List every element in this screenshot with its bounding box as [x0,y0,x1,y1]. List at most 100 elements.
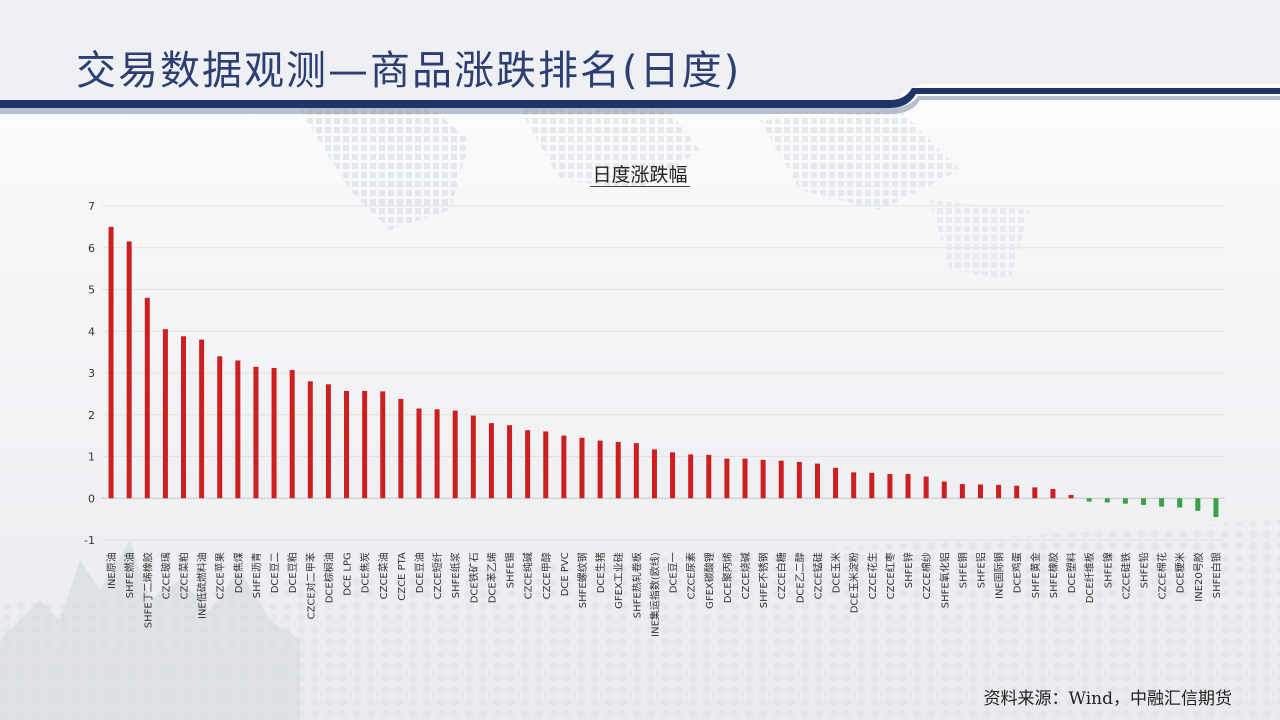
bar [253,366,259,499]
bar [851,472,857,499]
x-tick-label: DCE铁矿石 [467,552,480,603]
x-tick-label: DCE棕榈油 [322,552,335,603]
x-tick-label: INE原油 [105,552,118,589]
x-tick-label: GFEX工业硅 [612,552,625,609]
bar [905,474,911,499]
bar [1122,498,1128,504]
x-tick-label: SHFE纸浆 [449,552,462,598]
bar [1068,494,1074,499]
bar [217,356,223,499]
bar [470,415,476,499]
x-tick-label: CZCE纯碱 [522,552,535,599]
bar [706,454,712,499]
x-tick-label: DCE豆油 [413,552,426,593]
x-tick-label: DCE聚丙烯 [721,552,734,603]
x-tick-label: SHFE铅 [1137,552,1150,588]
bar [307,381,313,499]
x-tick-label: CZCE白糖 [775,552,788,599]
x-tick-label: CZCE棉花 [1156,552,1169,599]
x-tick-label: DCE PVC [560,552,571,596]
bar [362,390,368,499]
bar [108,226,114,499]
x-tick-label: CZCE锰硅 [811,552,824,599]
bar [1086,498,1092,502]
x-tick-label: DCE豆一 [668,552,680,593]
x-tick-label: CZCE尿素 [685,552,698,599]
x-tick-label: CZCE苹果 [214,552,227,599]
bar [507,425,513,499]
bar [1050,489,1056,499]
bar [778,460,784,499]
bar [1140,498,1146,505]
x-tick-label: INE低硫燃料油 [196,552,209,619]
x-tick-label: CZCE菜粕 [178,552,191,599]
x-tick-label: DCE焦煤 [232,552,245,593]
bar [344,390,350,499]
y-tick-label: 7 [88,200,95,213]
bar [996,484,1002,499]
x-tick-label: CZCE菜油 [377,552,390,599]
x-tick-label: INE20号胶 [1192,552,1205,601]
y-tick-label: 6 [88,242,95,255]
bar [452,410,458,499]
bar [144,297,150,499]
bar [651,449,657,499]
x-tick-label: SHFE热轧卷板 [630,552,643,618]
x-tick-label: CZCE短纤 [431,552,444,599]
bar [724,458,730,499]
bar [561,435,567,499]
source-note: 资料来源：Wind，中融汇信期货 [983,689,1232,709]
x-tick-label: CZCE花生 [866,552,879,599]
x-tick-label: SHFE锌 [902,552,915,588]
x-tick-label: CZCE玻璃 [159,552,172,599]
bar [543,431,549,499]
x-tick-label: DCE豆二 [269,552,281,593]
x-tick-label: CZCE红枣 [884,552,897,599]
bar [760,459,766,499]
slide-title: 交易数据观测—商品涨跌排名(日度) [76,48,742,94]
x-tick-label: SHFE不锈钢 [757,552,770,608]
bar [688,454,694,499]
bar [525,430,531,499]
x-tick-label: DCE塑料 [1065,552,1078,593]
x-tick-label: INE国际铜 [994,552,1006,599]
x-tick-label: DCE LPG [343,552,354,596]
bar [380,391,386,499]
x-tick-label: GFEX碳酸锂 [703,552,716,609]
bar [742,458,748,499]
bar [923,476,929,499]
y-tick-label: 3 [88,367,95,380]
bar [1032,487,1038,499]
header-band [0,0,1280,114]
x-tick-label: SHFE燃油 [123,552,136,598]
bar [398,398,404,499]
bar [615,441,621,499]
x-tick-label: SHFE螺纹钢 [576,552,589,608]
bar [941,481,947,499]
x-tick-label: SHFE黄金 [1029,552,1042,598]
bar [977,484,983,499]
bar [199,339,205,499]
x-tick-label: DCE粳米 [1174,552,1187,593]
x-tick-label: SHFE锡 [504,552,517,588]
bar [162,329,168,499]
y-tick-label: 2 [88,409,95,422]
x-tick-label: DCE纤维板 [1083,552,1096,603]
bar [1177,498,1183,508]
bar [126,241,132,499]
x-tick-label: INE集运指数(欧线) [648,552,661,637]
x-tick-label: SHFE沥青 [250,552,263,598]
x-tick-label: DCE鸡蛋 [1011,552,1024,593]
x-tick-label: SHFE白银 [1210,552,1223,598]
x-tick-label: CZCE硅铁 [1119,552,1132,599]
x-tick-label: DCE玉米淀粉 [848,552,861,613]
x-tick-label: CZCE甲醇 [540,552,553,599]
bar [1213,498,1219,518]
x-tick-label: DCE生猪 [594,552,607,593]
y-tick-label: 5 [88,284,95,297]
bar [869,472,875,499]
bar [597,440,603,499]
bar [1159,498,1165,507]
